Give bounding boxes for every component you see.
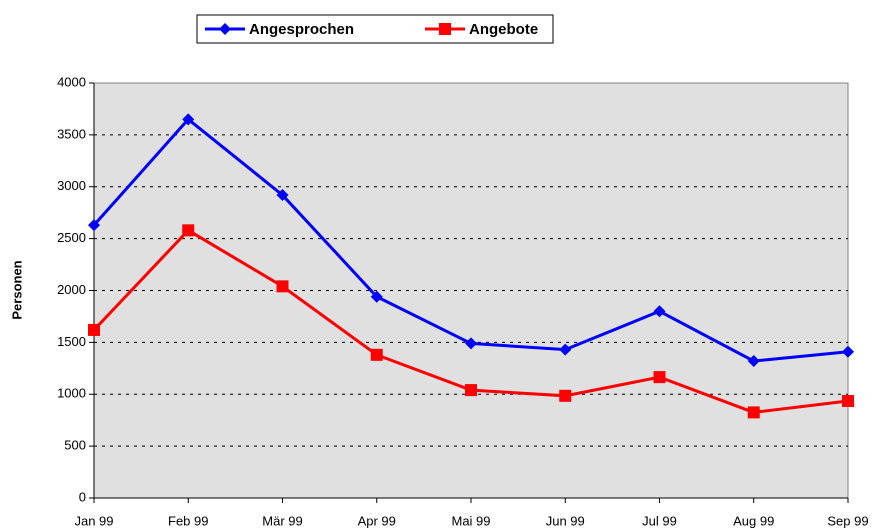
point <box>465 337 477 350</box>
x-tick-label: Jan 99 <box>74 513 113 528</box>
y-tick-label: 4000 <box>57 74 86 89</box>
y-tick-label: 500 <box>64 438 86 453</box>
point <box>653 371 666 384</box>
point <box>88 219 100 232</box>
point <box>182 113 195 126</box>
x-tick-label: Jul 99 <box>642 513 677 528</box>
x-tick-label: Feb 99 <box>168 513 208 528</box>
y-axis-label: Personen <box>9 260 24 319</box>
point <box>370 290 383 303</box>
y-tick-label: 0 <box>79 489 86 504</box>
point <box>88 323 100 336</box>
x-tick-label: Sep 99 <box>827 513 868 528</box>
point <box>747 355 760 368</box>
y-tick-label: 2500 <box>57 230 86 245</box>
point <box>653 305 666 318</box>
legend-box <box>196 14 554 44</box>
y-tick-label: 2000 <box>57 282 86 297</box>
x-tick-label: Mär 99 <box>262 513 302 528</box>
point <box>182 224 195 237</box>
point <box>465 384 477 397</box>
point <box>842 394 854 407</box>
x-tick-label: Jun 99 <box>546 513 585 528</box>
point <box>219 23 231 35</box>
y-tick-label: 3000 <box>57 178 86 193</box>
x-tick-label: Aug 99 <box>733 513 774 528</box>
point <box>439 23 451 35</box>
x-tick-label: Mai 99 <box>451 513 490 528</box>
point <box>276 189 289 202</box>
point <box>559 343 572 356</box>
point <box>276 280 289 293</box>
point <box>370 348 383 361</box>
point <box>842 345 854 358</box>
y-tick-label: 1000 <box>57 386 86 401</box>
legend-label: Angesprochen <box>249 21 354 38</box>
x-tick-label: Apr 99 <box>358 513 396 528</box>
point <box>559 389 572 402</box>
y-tick-label: 3500 <box>57 126 86 141</box>
legend-label: Angebote <box>469 21 538 38</box>
point <box>747 406 760 419</box>
y-tick-label: 1500 <box>57 334 86 349</box>
